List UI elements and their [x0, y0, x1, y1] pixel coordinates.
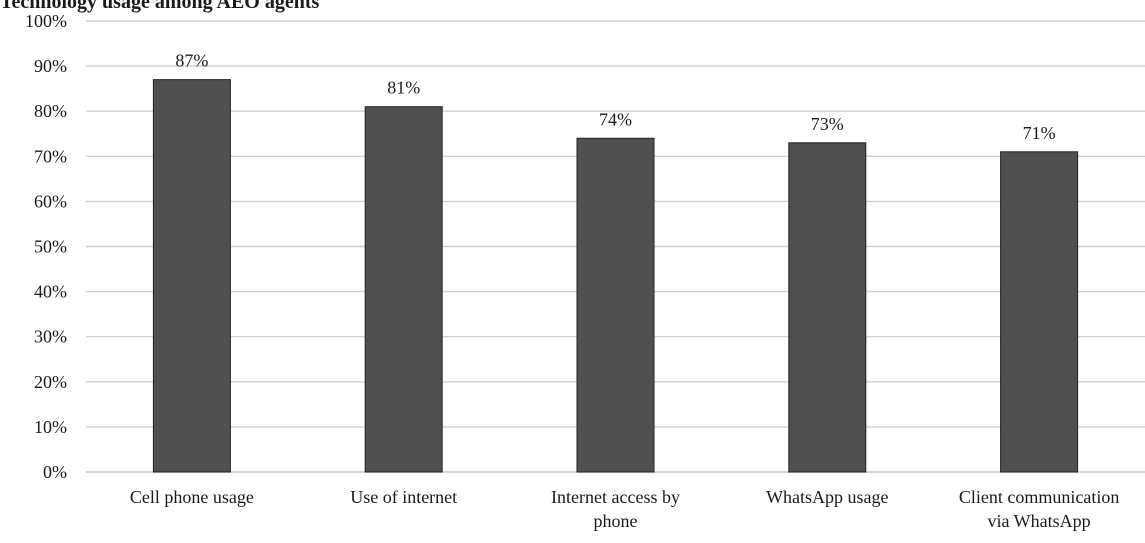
- y-tick-label: 40%: [34, 282, 67, 302]
- y-tick-label: 70%: [34, 146, 67, 166]
- category-label-line: Cell phone usage: [130, 487, 254, 507]
- chart-title: Technology usage among AEO agents: [0, 0, 320, 13]
- category-label: Client communication via WhatsApp: [959, 487, 1119, 531]
- bar: [788, 142, 867, 473]
- bar: [576, 137, 655, 473]
- category-label-line: phone: [594, 511, 638, 531]
- category-label: Use of internet: [350, 487, 457, 507]
- category-label: Cell phone usage: [130, 487, 254, 507]
- y-tick-label: 20%: [34, 372, 67, 392]
- category-label-line: Client communication: [959, 487, 1119, 507]
- bar: [364, 106, 443, 473]
- y-tick-label: 80%: [34, 101, 67, 121]
- y-tick-label: 100%: [25, 11, 67, 31]
- y-tick-label: 50%: [34, 237, 67, 257]
- data-label: 71%: [1023, 123, 1056, 143]
- bars: [152, 79, 1079, 473]
- chart-title-group: Technology usage among AEO agents: [0, 0, 320, 13]
- category-labels: Cell phone usage Use of internet Internet …: [130, 487, 1119, 531]
- y-tick-label: 90%: [34, 56, 67, 76]
- category-label-line: WhatsApp usage: [766, 487, 888, 507]
- y-tick-label: 10%: [34, 417, 67, 437]
- y-tick-label: 0%: [43, 462, 67, 482]
- data-label: 73%: [811, 114, 844, 134]
- data-label: 81%: [387, 78, 420, 98]
- category-label-line: Internet access by: [551, 487, 680, 507]
- y-axis-tick-labels: 0% 10% 20% 30% 40% 50% 60% 70% 80% 90% 100%: [25, 11, 67, 482]
- category-label: Internet access by phone: [551, 487, 680, 531]
- y-tick-label: 60%: [34, 191, 67, 211]
- category-label-line: via WhatsApp: [988, 511, 1091, 531]
- bar: [1000, 151, 1079, 473]
- data-label: 87%: [175, 51, 208, 71]
- category-label-line: Use of internet: [350, 487, 457, 507]
- data-label: 74%: [599, 109, 632, 129]
- data-labels: 87% 81% 74% 73% 71%: [175, 51, 1055, 143]
- bar: [152, 79, 231, 473]
- y-tick-label: 30%: [34, 327, 67, 347]
- category-label: WhatsApp usage: [766, 487, 888, 507]
